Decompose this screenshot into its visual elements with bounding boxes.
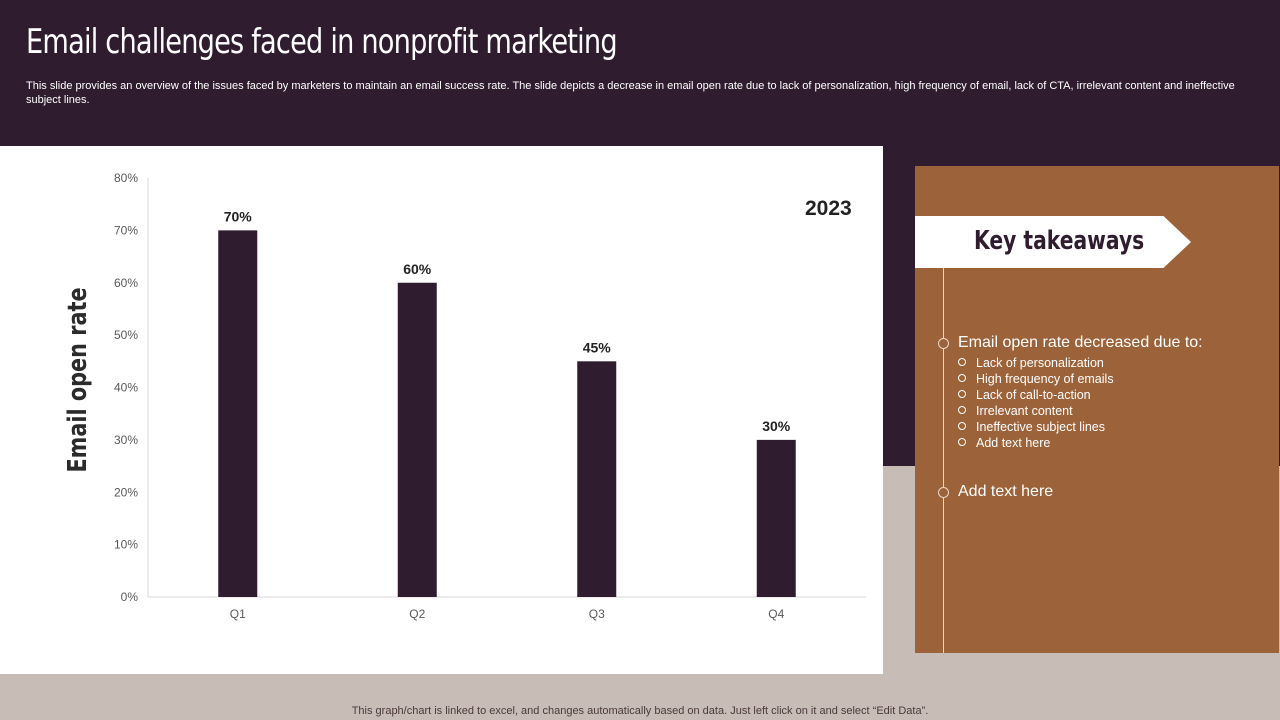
circle-bullet-icon — [958, 422, 966, 430]
bar[interactable] — [756, 439, 796, 597]
x-tick-label: Q3 — [589, 607, 605, 621]
footnote: This graph/chart is linked to excel, and… — [351, 705, 929, 717]
timeline-dot — [938, 338, 949, 349]
x-tick-label: Q4 — [768, 607, 784, 621]
bar[interactable] — [218, 230, 258, 597]
list-item: High frequency of emails — [958, 371, 1114, 387]
chart-title: 2023 — [805, 197, 852, 220]
x-tick-label: Q1 — [230, 607, 246, 621]
y-tick-label: 50% — [114, 328, 138, 342]
timeline-dot — [938, 487, 949, 498]
circle-bullet-icon — [958, 438, 966, 446]
y-tick-label: 60% — [114, 276, 138, 290]
takeaway-point: Email open rate decreased due to: — [958, 334, 1203, 351]
y-tick-label: 30% — [114, 433, 138, 447]
data-label: 60% — [403, 261, 432, 277]
bar[interactable] — [397, 282, 437, 597]
circle-bullet-icon — [958, 374, 966, 382]
list-item: Lack of personalization — [958, 355, 1114, 371]
data-label: 45% — [583, 339, 612, 355]
y-tick-label: 0% — [121, 590, 139, 604]
circle-bullet-icon — [958, 406, 966, 414]
list-item: Lack of call-to-action — [958, 387, 1114, 403]
data-label: 30% — [762, 418, 791, 434]
list-item: Irrelevant content — [958, 403, 1114, 419]
timeline-line — [943, 268, 944, 653]
bar[interactable] — [577, 361, 617, 597]
key-takeaways-banner — [915, 216, 1191, 268]
slide-subtitle: This slide provides an overview of the i… — [26, 80, 1235, 106]
list-item: Ineffective subject lines — [958, 419, 1114, 435]
y-tick-label: 80% — [114, 171, 138, 185]
takeaway-point: Add text here — [958, 483, 1054, 500]
x-tick-label: Q2 — [409, 607, 425, 621]
slide-title: Email challenges faced in nonprofit mark… — [26, 22, 618, 62]
chart-panel[interactable]: 0% 10% 20% 30% 40% 50% 60% 70% 80% 70% Q1 60% Q2 45% Q… — [0, 146, 883, 674]
list-item: Add text here — [958, 435, 1114, 451]
y-tick-label: 20% — [114, 485, 138, 499]
y-axis-label: Email open rate — [63, 287, 93, 473]
circle-bullet-icon — [958, 358, 966, 366]
data-label: 70% — [224, 208, 253, 224]
y-tick-label: 10% — [114, 538, 138, 552]
y-tick-label: 70% — [114, 223, 138, 237]
key-takeaways-heading: Key takeaways — [974, 226, 1145, 256]
y-tick-label: 40% — [114, 381, 138, 395]
bar-chart[interactable]: 0% 10% 20% 30% 40% 50% 60% 70% 80% 70% Q1 60% Q2 45% Q… — [0, 146, 883, 674]
takeaway-subitems: Lack of personalization High frequency o… — [958, 355, 1114, 451]
circle-bullet-icon — [958, 390, 966, 398]
